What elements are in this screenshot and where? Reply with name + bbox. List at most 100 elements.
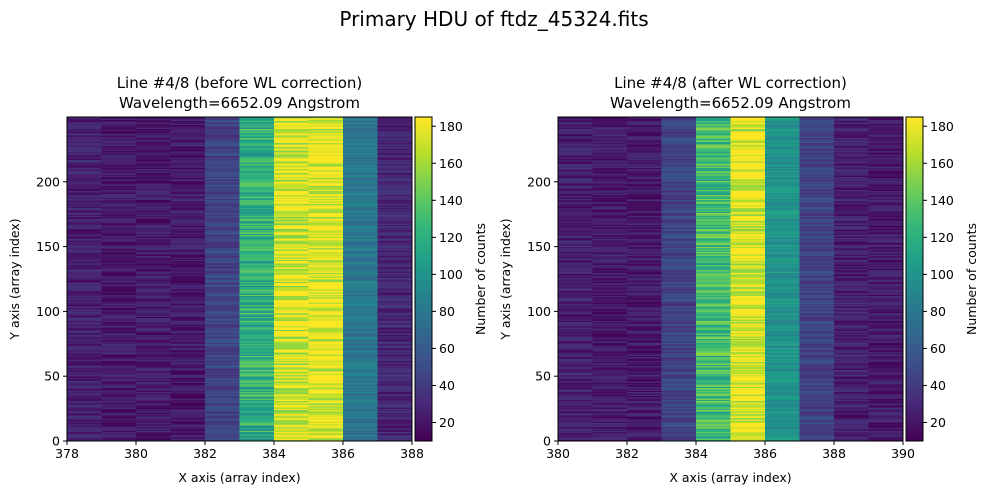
heatmap-cell xyxy=(627,364,662,367)
heatmap-cell xyxy=(696,139,731,141)
heatmap-cell xyxy=(834,253,869,255)
heatmap-cell xyxy=(170,207,206,210)
heatmap-cell xyxy=(170,210,206,212)
heatmap-cell xyxy=(239,227,275,229)
heatmap-cell xyxy=(343,290,378,293)
colorbar-segment xyxy=(415,370,432,374)
colorbar-segment xyxy=(415,354,432,358)
heatmap-cell xyxy=(592,290,628,293)
heatmap-cell xyxy=(558,221,593,224)
heatmap-cell xyxy=(592,313,628,316)
heatmap-cell xyxy=(205,311,240,313)
heatmap-cell xyxy=(765,184,800,186)
heatmap-cell xyxy=(205,186,240,189)
heatmap-cell xyxy=(592,350,628,352)
heatmap-cell xyxy=(205,166,240,168)
heatmap-cell xyxy=(377,234,413,237)
heatmap-cell xyxy=(101,383,137,386)
heatmap-cell xyxy=(592,323,628,325)
heatmap-cell xyxy=(205,238,240,241)
heatmap-cell xyxy=(170,268,206,271)
heatmap-cell xyxy=(765,167,800,170)
heatmap-cell xyxy=(558,359,593,361)
heatmap-cell xyxy=(170,416,206,418)
heatmap-cell xyxy=(765,302,800,304)
heatmap-cell xyxy=(239,329,275,332)
colorbar-segment xyxy=(415,376,432,380)
heatmap-cell xyxy=(799,150,835,153)
heatmap-cell xyxy=(170,385,206,387)
heatmap-cell xyxy=(834,158,869,161)
heatmap-cell xyxy=(377,321,413,324)
heatmap-cell xyxy=(558,139,593,141)
heatmap-cell xyxy=(799,246,835,249)
heatmap-cell xyxy=(592,211,628,214)
heatmap-cell xyxy=(101,127,137,129)
heatmap-cell xyxy=(558,399,593,402)
heatmap-cell xyxy=(67,290,102,293)
heatmap-cell xyxy=(377,142,413,145)
heatmap-cell xyxy=(343,159,378,162)
heatmap-cell xyxy=(661,334,697,337)
heatmap-cell xyxy=(343,228,378,231)
heatmap-cell xyxy=(834,132,869,135)
heatmap-cell xyxy=(377,149,413,151)
heatmap-cell xyxy=(343,354,378,356)
heatmap-cell xyxy=(205,229,240,232)
heatmap-cell xyxy=(592,346,628,348)
heatmap-cell xyxy=(558,434,593,437)
heatmap-cell xyxy=(308,412,344,415)
heatmap-cell xyxy=(67,422,102,425)
heatmap-cell xyxy=(239,223,275,225)
heatmap-cell xyxy=(592,333,628,336)
heatmap-cell xyxy=(592,317,628,320)
heatmap-cell xyxy=(558,382,593,385)
heatmap-cell xyxy=(239,390,275,393)
heatmap-cell xyxy=(765,176,800,179)
heatmap-cell xyxy=(696,361,731,364)
heatmap-cell xyxy=(696,179,731,181)
heatmap-cell xyxy=(377,159,413,162)
heatmap-cell xyxy=(274,228,309,231)
heatmap-cell xyxy=(343,242,378,245)
heatmap-cell xyxy=(765,425,800,428)
heatmap-cell xyxy=(799,170,835,172)
heatmap-cell xyxy=(799,183,835,185)
heatmap-cell xyxy=(274,418,309,421)
heatmap-cell xyxy=(205,155,240,158)
heatmap-cell xyxy=(101,142,137,145)
heatmap-cell xyxy=(67,151,102,154)
heatmap-cell xyxy=(799,383,835,386)
heatmap-cell xyxy=(101,180,137,183)
heatmap-cell xyxy=(730,360,766,363)
heatmap-cell xyxy=(730,386,766,389)
heatmap-cell xyxy=(67,170,102,172)
heatmap-cell xyxy=(136,174,171,176)
heatmap-cell xyxy=(730,329,766,332)
heatmap-cell xyxy=(274,315,309,317)
heatmap-cell xyxy=(170,354,206,356)
heatmap-cell xyxy=(730,277,766,280)
heatmap-cell xyxy=(696,395,731,398)
heatmap-cell xyxy=(136,332,171,334)
heatmap-cell xyxy=(592,391,628,394)
heatmap-cell xyxy=(343,253,378,255)
heatmap-cell xyxy=(205,127,240,129)
heatmap-cell xyxy=(730,228,766,231)
heatmap-cell xyxy=(308,289,344,291)
heatmap-cell xyxy=(558,171,593,174)
heatmap-cell xyxy=(558,180,593,183)
heatmap-cell xyxy=(834,380,869,382)
heatmap-cell xyxy=(274,358,309,360)
heatmap-cell xyxy=(239,411,275,413)
panel-after-correction: Line #4/8 (after WL correction)Wavelengt… xyxy=(498,74,979,485)
heatmap-cell xyxy=(765,211,800,214)
heatmap-cell xyxy=(592,263,628,266)
heatmap-cell xyxy=(799,225,835,228)
heatmap-cell xyxy=(730,215,766,218)
heatmap-cell xyxy=(274,201,309,203)
heatmap-cell xyxy=(136,122,171,124)
heatmap-cell xyxy=(205,293,240,295)
heatmap-cell xyxy=(799,163,835,166)
heatmap-cell xyxy=(765,412,800,415)
